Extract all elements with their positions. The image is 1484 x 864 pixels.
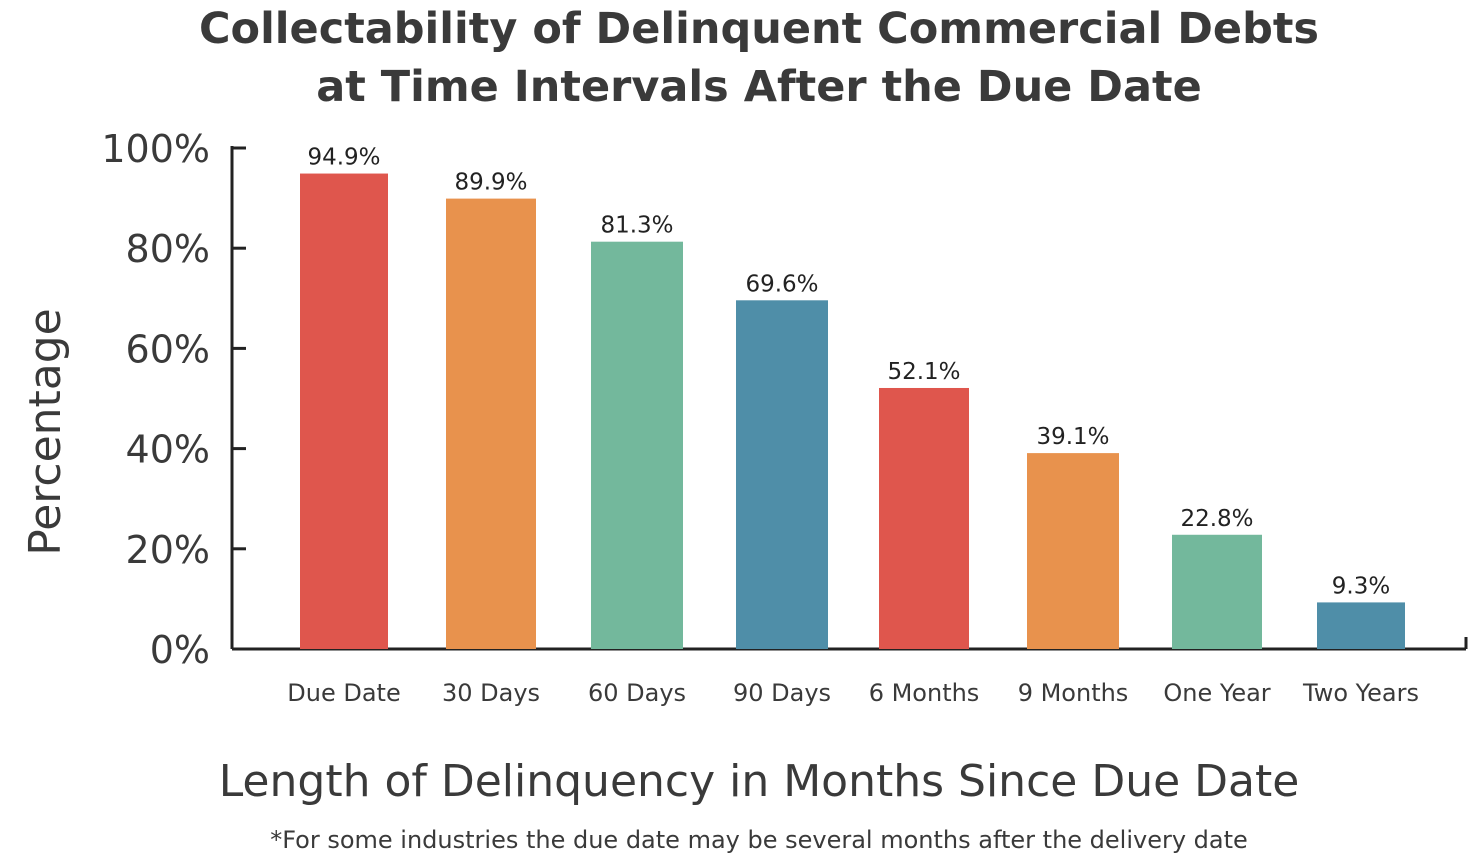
x-tick-label: 60 Days <box>588 679 686 707</box>
y-ticks: 0% 20% 40% 60% 80% 100% <box>101 127 246 672</box>
bar-value-label: 94.9% <box>307 145 380 171</box>
y-tick-label: 20% <box>126 528 210 572</box>
bar-value-label: 9.3% <box>1332 573 1390 599</box>
x-tick-label: 30 Days <box>442 679 540 707</box>
bars <box>300 173 1405 649</box>
chart-title: Collectability of Delinquent Commercial … <box>0 0 1484 116</box>
bar-value-label: 52.1% <box>887 359 960 385</box>
bar-value-label: 39.1% <box>1036 424 1109 450</box>
y-tick-label: 100% <box>101 127 210 171</box>
bar-value-label: 89.9% <box>454 170 527 196</box>
bar <box>1172 534 1262 649</box>
x-tick-label: 90 Days <box>733 679 831 707</box>
x-tick-labels: Due Date 30 Days 60 Days 90 Days 6 Months 9 M… <box>287 679 1419 707</box>
bar <box>591 241 683 649</box>
bar <box>446 198 536 649</box>
x-tick-label: 9 Months <box>1018 679 1129 707</box>
y-tick-label: 40% <box>126 428 210 472</box>
chart-title-line-2: at Time Intervals After the Due Date <box>316 62 1202 112</box>
y-tick-label: 0% <box>150 628 210 672</box>
x-axis-label: Length of Delinquency in Months Since Du… <box>218 756 1300 807</box>
chart-title-line-1: Collectability of Delinquent Commercial … <box>198 4 1320 54</box>
bar <box>1027 453 1119 649</box>
bar <box>736 300 828 649</box>
bar-value-label: 22.8% <box>1180 506 1253 532</box>
x-tick-label: 6 Months <box>869 679 980 707</box>
y-tick-label: 80% <box>126 227 210 271</box>
x-tick-label: One Year <box>1163 679 1270 707</box>
bar <box>1317 602 1405 649</box>
bar <box>300 173 388 649</box>
axes <box>230 146 1468 651</box>
footnote: *For some industries the due date may be… <box>270 826 1248 854</box>
bar <box>879 387 969 649</box>
bar-value-label: 81.3% <box>600 213 673 239</box>
bar-value-label: 69.6% <box>745 271 818 297</box>
x-tick-label: Two Years <box>1302 679 1419 707</box>
value-labels: 94.9% 89.9% 81.3% 69.6% 52.1% 39.1% 22.8% 9.3% <box>307 145 1390 600</box>
x-tick-label: Due Date <box>287 679 400 707</box>
y-axis-label: Percentage <box>20 308 71 556</box>
y-tick-label: 60% <box>126 327 210 371</box>
